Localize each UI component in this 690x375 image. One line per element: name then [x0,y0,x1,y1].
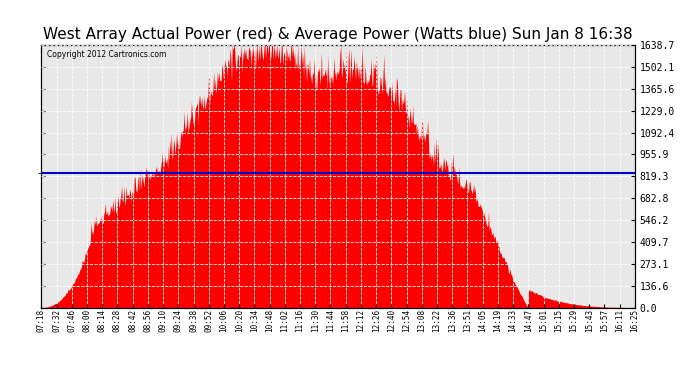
Text: Copyright 2012 Cartronics.com: Copyright 2012 Cartronics.com [48,50,167,59]
Title: West Array Actual Power (red) & Average Power (Watts blue) Sun Jan 8 16:38: West Array Actual Power (red) & Average … [43,27,633,42]
